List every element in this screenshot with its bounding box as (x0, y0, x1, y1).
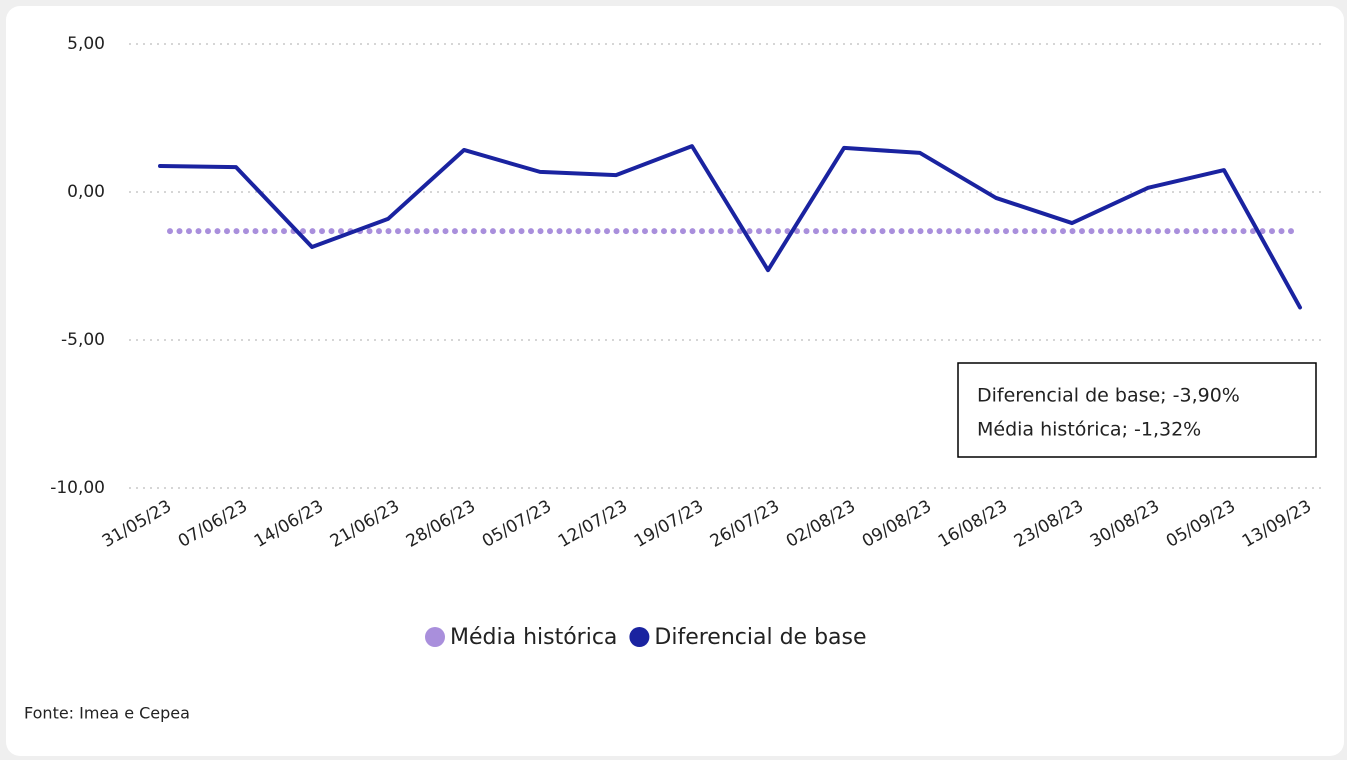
y-tick-label: 0,00 (67, 182, 105, 202)
legend-marker (629, 627, 650, 647)
legend-label: Média histórica (450, 625, 617, 650)
series-line (158, 144, 1302, 310)
legend-marker (425, 627, 445, 647)
annotation-box (957, 362, 1317, 458)
y-tick-label: 5,00 (67, 34, 105, 54)
card (6, 6, 1344, 756)
y-tick-label: -5,00 (61, 330, 105, 350)
y-tick-label: -10,00 (50, 478, 105, 498)
annotation: Diferencial de base; -3,90% (977, 385, 1240, 407)
source: Fonte: Imea e Cepea (24, 704, 190, 723)
annotation: Média histórica; -1,32% (977, 419, 1201, 441)
legend-label: Diferencial de base (654, 625, 866, 650)
